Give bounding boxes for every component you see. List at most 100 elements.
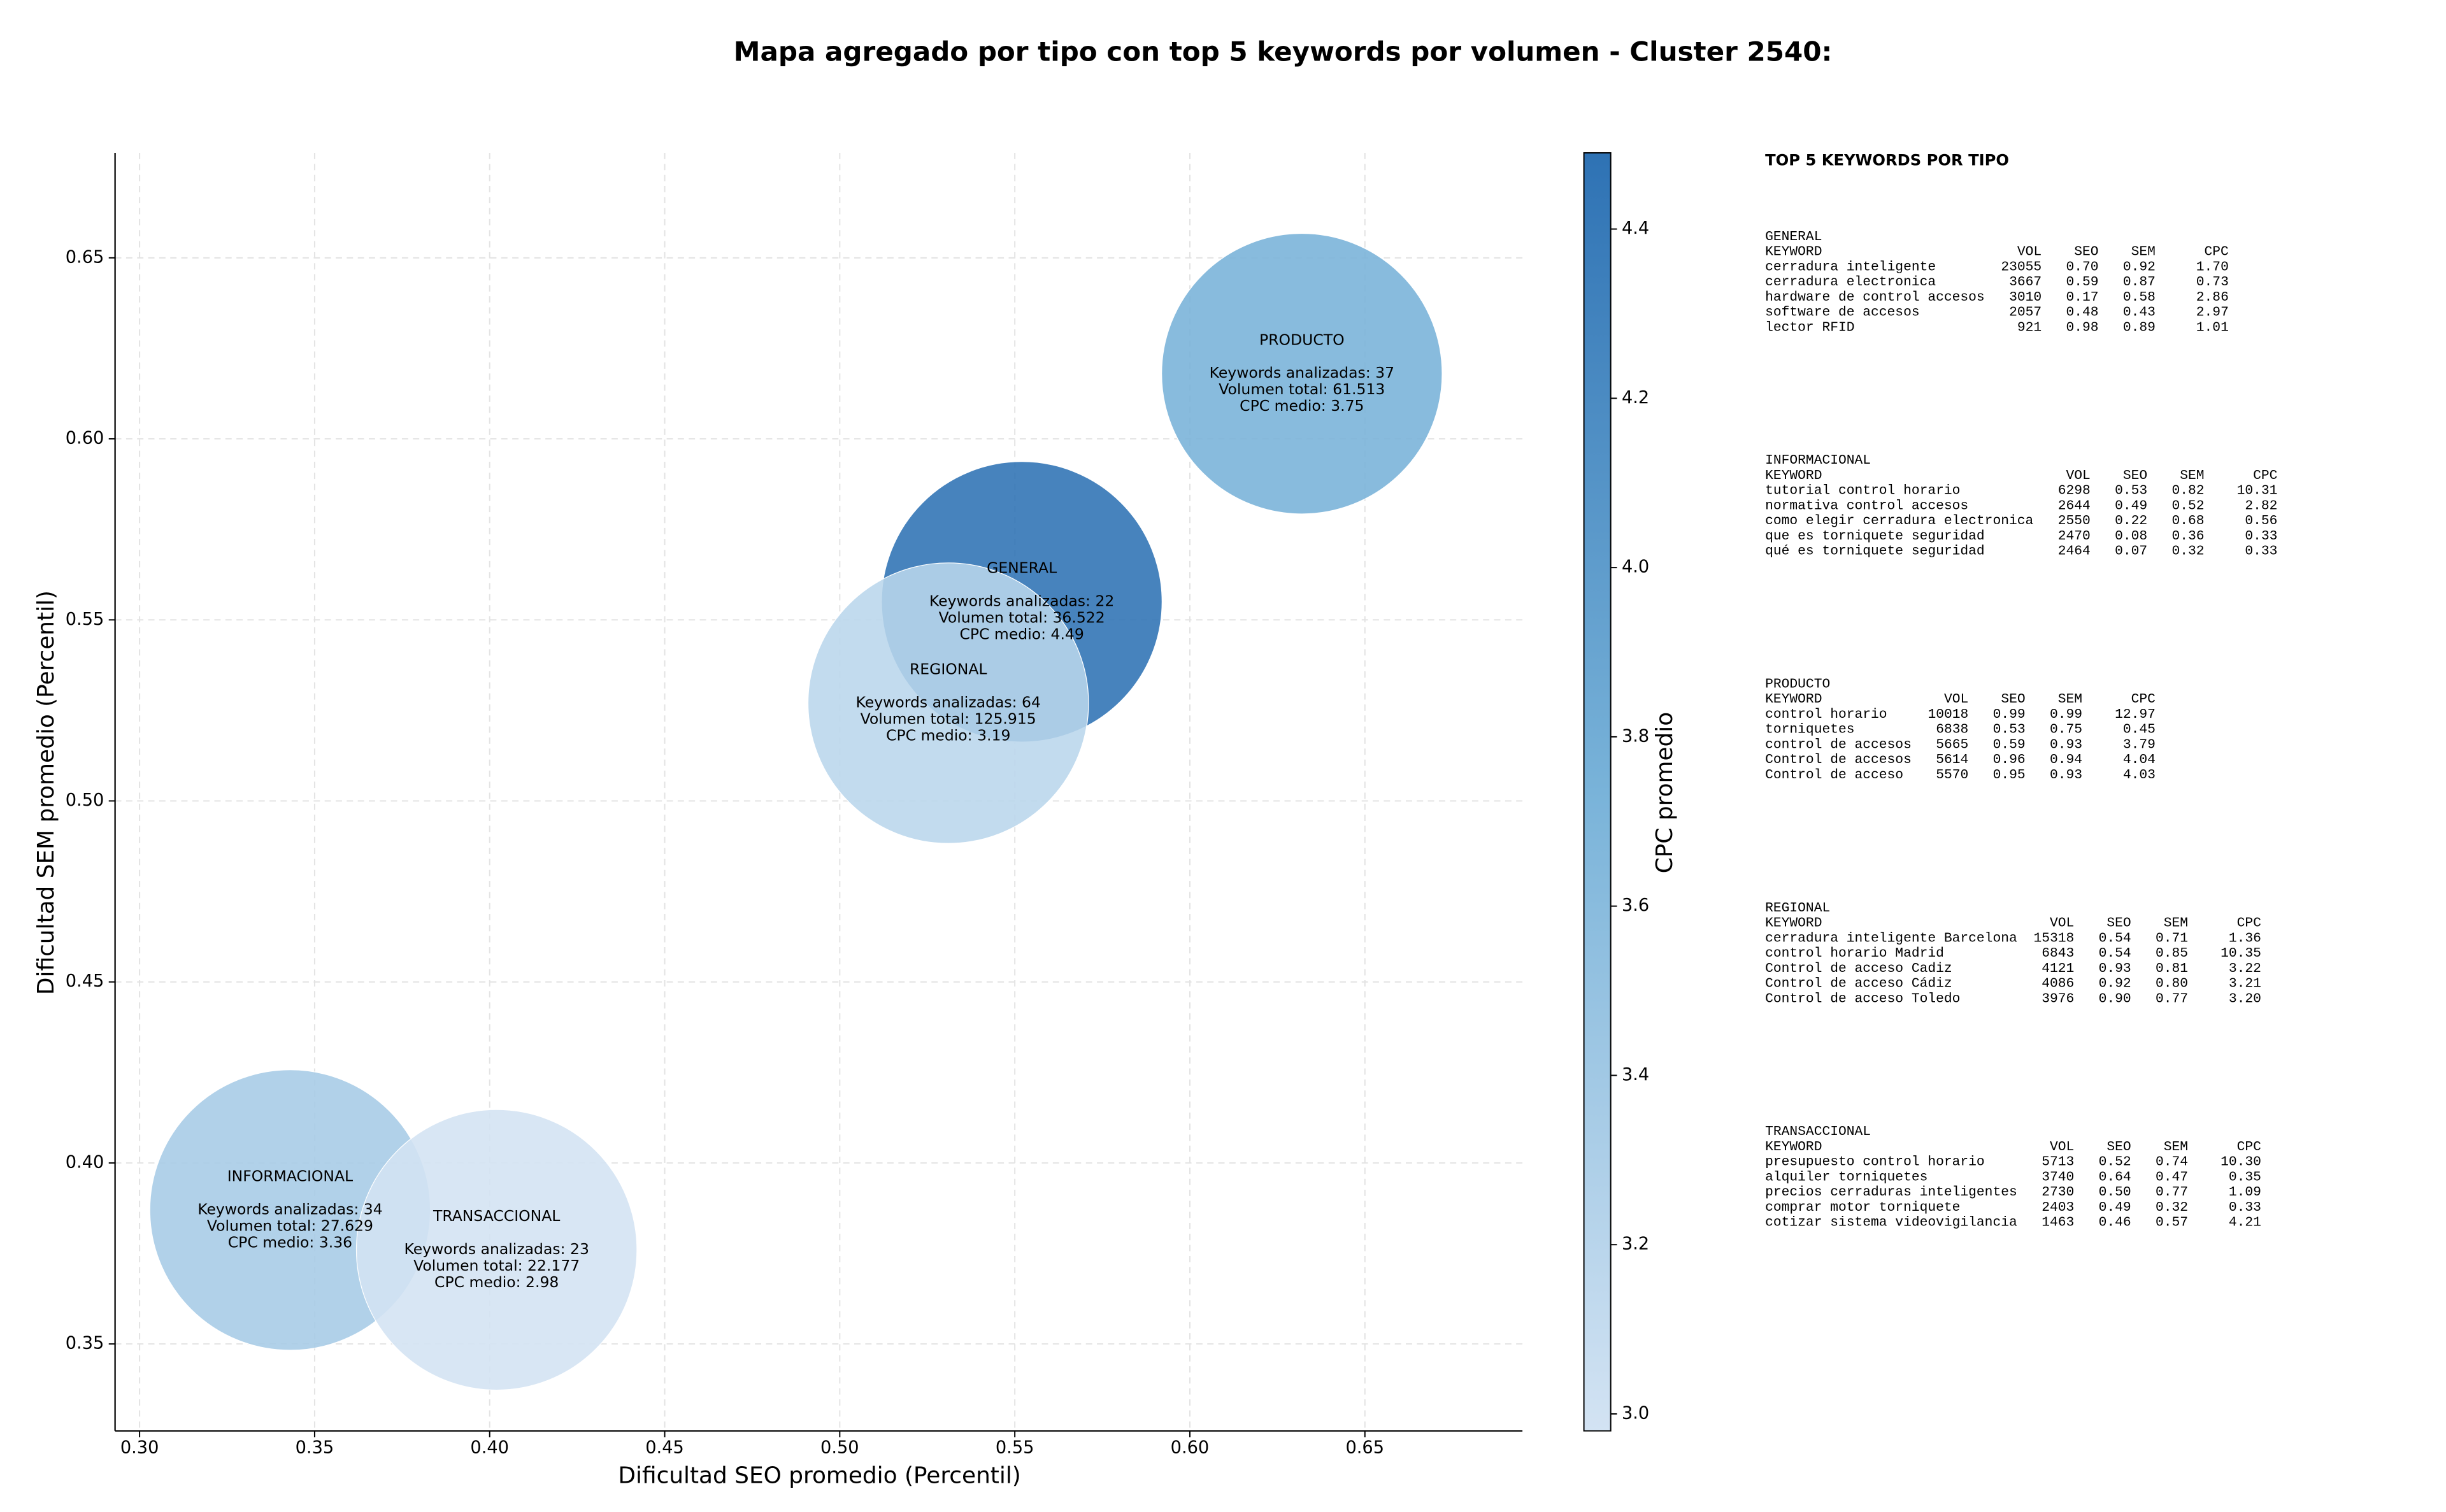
table-cell: 5713 (2042, 1155, 2074, 1170)
column-header: CPC (2237, 916, 2261, 931)
column-header: CPC (2237, 1139, 2261, 1155)
table-cell: 0.48 (2066, 305, 2099, 320)
bubble-annotation: Keywords analizadas: 37 (1210, 364, 1394, 382)
table-cell: 0.35 (2229, 1169, 2261, 1185)
table-cell: torniquetes (1765, 722, 1854, 738)
table-cell: 1.36 (2229, 931, 2261, 946)
bubble-annotation: Volumen total: 61.513 (1219, 380, 1385, 398)
table-cell: 6843 (2042, 946, 2074, 961)
table-cell: 0.70 (2066, 259, 2099, 275)
colorbar-tick-label: 3.8 (1622, 726, 1649, 746)
table-cell: 10.31 (2237, 483, 2278, 499)
table-cell: 5665 (1936, 737, 1968, 752)
table-cell: 0.71 (2156, 931, 2188, 946)
table-cell: 0.50 (2099, 1185, 2131, 1200)
table-cell: 0.32 (2171, 544, 2204, 559)
table-cell: como elegir cerradura electronica (1765, 513, 2033, 529)
bubble-name: INFORMACIONAL (227, 1167, 353, 1185)
table-cell: 0.57 (2156, 1215, 2188, 1230)
group-name: TRANSACCIONAL (1765, 1124, 1871, 1139)
table-cell: 0.96 (1993, 752, 2026, 767)
table-cell: 0.52 (2099, 1155, 2131, 1170)
table-cell: tutorial control horario (1765, 483, 1960, 499)
panel-title: TOP 5 KEYWORDS POR TIPO (1765, 150, 2009, 169)
colorbar-tick-label: 4.2 (1622, 388, 1649, 408)
table-cell: 2550 (2058, 513, 2091, 529)
column-header: SEO (2106, 1139, 2131, 1155)
table-cell: 0.87 (2123, 275, 2156, 290)
table-cell: 1.09 (2229, 1185, 2261, 1200)
bubble-annotation: Volumen total: 36.522 (939, 608, 1105, 626)
table-cell: hardware de control accesos (1765, 290, 1985, 305)
table-cell: 1463 (2042, 1215, 2074, 1230)
table-cell: 0.93 (2050, 767, 2082, 783)
colorbar-tick-label: 4.0 (1622, 557, 1649, 577)
table-cell: 0.75 (2050, 722, 2082, 738)
x-tick-label: 0.65 (1345, 1437, 1384, 1457)
table-cell: 0.80 (2156, 976, 2188, 992)
colorbar-tick-label: 3.4 (1622, 1065, 1649, 1085)
table-cell: 0.90 (2099, 991, 2131, 1006)
table-cell: 0.43 (2123, 305, 2156, 320)
group-name: INFORMACIONAL (1765, 453, 1871, 468)
table-cell: Control de accesos (1765, 752, 1912, 767)
table-cell: 2464 (2058, 544, 2091, 559)
group-name: PRODUCTO (1765, 676, 1830, 692)
table-cell: 0.94 (2050, 752, 2082, 767)
table-cell: 0.22 (2115, 513, 2147, 529)
bubble-annotation: Keywords analizadas: 23 (404, 1240, 589, 1258)
table-cell: que es torniquete seguridad (1765, 529, 1985, 544)
column-header: KEYWORD (1765, 245, 1822, 260)
group-name: GENERAL (1765, 229, 1822, 245)
table-cell: 0.74 (2156, 1155, 2188, 1170)
table-cell: 0.93 (2099, 961, 2131, 976)
table-cell: 0.49 (2115, 498, 2147, 513)
column-header: SEO (2106, 916, 2131, 931)
bubble-annotation: Keywords analizadas: 34 (197, 1200, 382, 1218)
table-cell: software de accesos (1765, 305, 1919, 320)
bubble-annotation: CPC medio: 3.19 (886, 726, 1010, 744)
table-cell: 0.89 (2123, 320, 2156, 335)
table-cell: 10.35 (2221, 946, 2261, 961)
colorbar-tick-label: 4.4 (1622, 218, 1649, 238)
table-cell: 0.77 (2156, 1185, 2188, 1200)
column-header: CPC (2131, 692, 2156, 707)
bubble (1161, 232, 1443, 515)
table-cell: 0.52 (2171, 498, 2204, 513)
y-tick-label: 0.45 (66, 971, 104, 991)
table-cell: 0.99 (2050, 707, 2082, 722)
column-header: SEM (2164, 1139, 2188, 1155)
column-header: CPC (2205, 245, 2229, 260)
table-cell: Control de acceso Toledo (1765, 991, 1960, 1006)
table-cell: 5570 (1936, 767, 1968, 783)
table-cell: 0.46 (2099, 1215, 2131, 1230)
bubble-annotation: CPC medio: 4.49 (959, 625, 1084, 643)
x-tick-label: 0.50 (820, 1437, 859, 1457)
table-cell: 12.97 (2115, 707, 2156, 722)
x-tick-label: 0.45 (645, 1437, 684, 1457)
x-tick-label: 0.60 (1171, 1437, 1210, 1457)
table-cell: 0.59 (2066, 275, 2099, 290)
table-cell: 0.98 (2066, 320, 2099, 335)
table-cell: 4.04 (2123, 752, 2156, 767)
table-cell: cerradura electronica (1765, 275, 1936, 290)
y-tick-label: 0.65 (66, 247, 104, 267)
y-tick-label: 0.60 (66, 429, 104, 448)
x-tick-label: 0.35 (296, 1437, 334, 1457)
table-cell: Control de acceso Cadiz (1765, 961, 1952, 976)
bubble-annotation: Volumen total: 27.629 (207, 1216, 373, 1234)
table-cell: presupuesto control horario (1765, 1155, 1985, 1170)
bubble-annotation: Keywords analizadas: 22 (929, 592, 1114, 610)
table-cell: qué es torniquete seguridad (1765, 544, 1985, 559)
column-header: SEO (2074, 245, 2098, 260)
table-cell: 2.82 (2245, 498, 2277, 513)
column-header: VOL (1944, 692, 1968, 707)
table-cell: comprar motor torniquete (1765, 1200, 1960, 1215)
table-cell: control de accesos (1765, 737, 1912, 752)
colorbar-label: CPC promedio (1652, 712, 1678, 873)
table-cell: 0.56 (2245, 513, 2277, 529)
group-name: REGIONAL (1765, 901, 1830, 916)
column-header: VOL (2050, 1139, 2074, 1155)
